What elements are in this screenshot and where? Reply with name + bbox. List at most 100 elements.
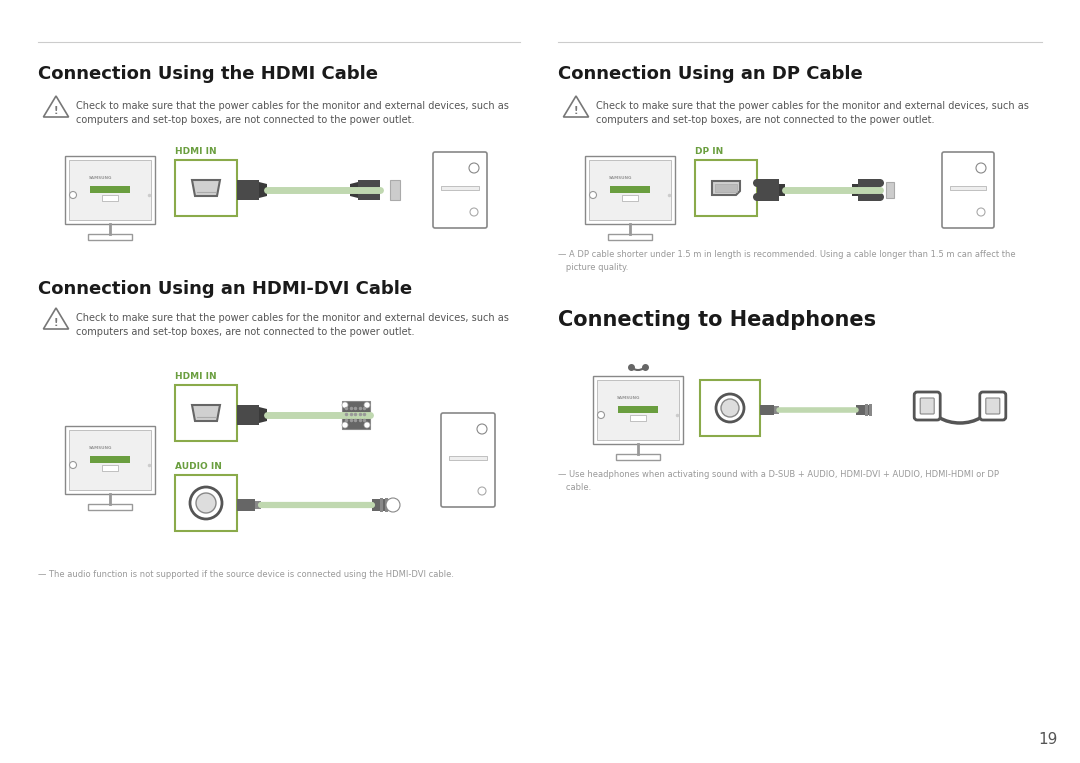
FancyBboxPatch shape xyxy=(585,156,675,224)
FancyBboxPatch shape xyxy=(357,180,380,200)
FancyBboxPatch shape xyxy=(593,376,683,444)
FancyBboxPatch shape xyxy=(175,385,237,441)
FancyBboxPatch shape xyxy=(865,404,868,416)
FancyBboxPatch shape xyxy=(433,152,487,228)
Text: !: ! xyxy=(54,318,58,328)
FancyBboxPatch shape xyxy=(852,184,858,196)
FancyBboxPatch shape xyxy=(255,501,261,509)
Circle shape xyxy=(190,487,222,519)
Circle shape xyxy=(876,179,885,187)
FancyBboxPatch shape xyxy=(920,398,934,414)
Circle shape xyxy=(753,193,761,201)
FancyBboxPatch shape xyxy=(608,234,652,240)
Polygon shape xyxy=(259,407,267,423)
FancyBboxPatch shape xyxy=(65,426,156,494)
FancyBboxPatch shape xyxy=(760,405,774,415)
FancyBboxPatch shape xyxy=(715,184,737,192)
Polygon shape xyxy=(564,96,589,117)
Polygon shape xyxy=(43,96,69,117)
FancyBboxPatch shape xyxy=(757,179,779,201)
Text: HDMI IN: HDMI IN xyxy=(175,372,217,381)
Circle shape xyxy=(876,193,885,201)
FancyBboxPatch shape xyxy=(69,160,151,220)
FancyBboxPatch shape xyxy=(175,475,237,531)
FancyBboxPatch shape xyxy=(589,160,671,220)
FancyBboxPatch shape xyxy=(597,380,679,440)
FancyBboxPatch shape xyxy=(980,392,1005,420)
Circle shape xyxy=(976,163,986,173)
FancyBboxPatch shape xyxy=(610,186,650,193)
Text: Check to make sure that the power cables for the monitor and external devices, s: Check to make sure that the power cables… xyxy=(76,313,509,337)
Text: — The audio function is not supported if the source device is connected using th: — The audio function is not supported if… xyxy=(38,570,454,579)
Circle shape xyxy=(597,411,605,418)
Circle shape xyxy=(69,462,77,468)
Circle shape xyxy=(469,163,480,173)
FancyBboxPatch shape xyxy=(390,180,400,200)
FancyBboxPatch shape xyxy=(87,504,132,510)
Circle shape xyxy=(477,424,487,434)
Text: SAMSUNG: SAMSUNG xyxy=(617,396,639,400)
FancyBboxPatch shape xyxy=(858,179,880,201)
FancyBboxPatch shape xyxy=(618,406,658,413)
Circle shape xyxy=(195,493,216,513)
FancyBboxPatch shape xyxy=(616,454,660,460)
Text: HDMI IN: HDMI IN xyxy=(175,147,217,156)
FancyBboxPatch shape xyxy=(175,160,237,216)
FancyBboxPatch shape xyxy=(237,405,259,425)
Text: Connection Using the HDMI Cable: Connection Using the HDMI Cable xyxy=(38,65,378,83)
Text: DP IN: DP IN xyxy=(696,147,724,156)
FancyBboxPatch shape xyxy=(774,406,779,414)
Text: — Use headphones when activating sound with a D-SUB + AUDIO, HDMI-DVI + AUDIO, H: — Use headphones when activating sound w… xyxy=(558,470,999,491)
Text: !: ! xyxy=(573,106,578,117)
Circle shape xyxy=(590,192,596,198)
Circle shape xyxy=(342,402,348,408)
Text: Connection Using an DP Cable: Connection Using an DP Cable xyxy=(558,65,863,83)
Text: Check to make sure that the power cables for the monitor and external devices, s: Check to make sure that the power cables… xyxy=(76,101,509,125)
Circle shape xyxy=(470,208,478,216)
FancyBboxPatch shape xyxy=(942,152,994,228)
FancyBboxPatch shape xyxy=(950,186,986,190)
Circle shape xyxy=(977,208,985,216)
FancyBboxPatch shape xyxy=(237,499,255,511)
Circle shape xyxy=(721,399,739,417)
FancyBboxPatch shape xyxy=(102,195,118,201)
FancyBboxPatch shape xyxy=(886,182,894,198)
Polygon shape xyxy=(192,180,220,196)
Text: Check to make sure that the power cables for the monitor and external devices, s: Check to make sure that the power cables… xyxy=(596,101,1029,125)
FancyBboxPatch shape xyxy=(87,234,132,240)
FancyBboxPatch shape xyxy=(986,398,1000,414)
FancyBboxPatch shape xyxy=(69,430,151,490)
Text: SAMSUNG: SAMSUNG xyxy=(608,176,632,180)
FancyBboxPatch shape xyxy=(380,498,383,512)
Circle shape xyxy=(478,487,486,495)
Text: !: ! xyxy=(54,106,58,117)
FancyBboxPatch shape xyxy=(622,195,638,201)
FancyBboxPatch shape xyxy=(779,184,785,196)
Circle shape xyxy=(364,422,370,428)
Polygon shape xyxy=(712,181,740,195)
FancyBboxPatch shape xyxy=(237,180,259,200)
Text: Connection Using an HDMI-DVI Cable: Connection Using an HDMI-DVI Cable xyxy=(38,280,413,298)
Circle shape xyxy=(69,192,77,198)
Text: 19: 19 xyxy=(1038,732,1057,748)
FancyBboxPatch shape xyxy=(696,160,757,216)
FancyBboxPatch shape xyxy=(914,392,941,420)
Polygon shape xyxy=(350,182,357,198)
Text: AUDIO IN: AUDIO IN xyxy=(175,462,221,471)
Circle shape xyxy=(342,422,348,428)
FancyBboxPatch shape xyxy=(102,465,118,471)
Polygon shape xyxy=(43,308,69,329)
FancyBboxPatch shape xyxy=(449,456,487,460)
FancyBboxPatch shape xyxy=(90,186,130,193)
FancyBboxPatch shape xyxy=(384,498,388,512)
Circle shape xyxy=(386,498,400,512)
FancyBboxPatch shape xyxy=(700,380,760,436)
FancyBboxPatch shape xyxy=(342,401,370,429)
Text: — A DP cable shorter under 1.5 m in length is recommended. Using a cable longer : — A DP cable shorter under 1.5 m in leng… xyxy=(558,250,1015,272)
Circle shape xyxy=(753,179,761,187)
FancyBboxPatch shape xyxy=(65,156,156,224)
FancyBboxPatch shape xyxy=(372,499,390,511)
FancyBboxPatch shape xyxy=(441,413,495,507)
Polygon shape xyxy=(259,182,267,198)
FancyBboxPatch shape xyxy=(90,456,130,463)
